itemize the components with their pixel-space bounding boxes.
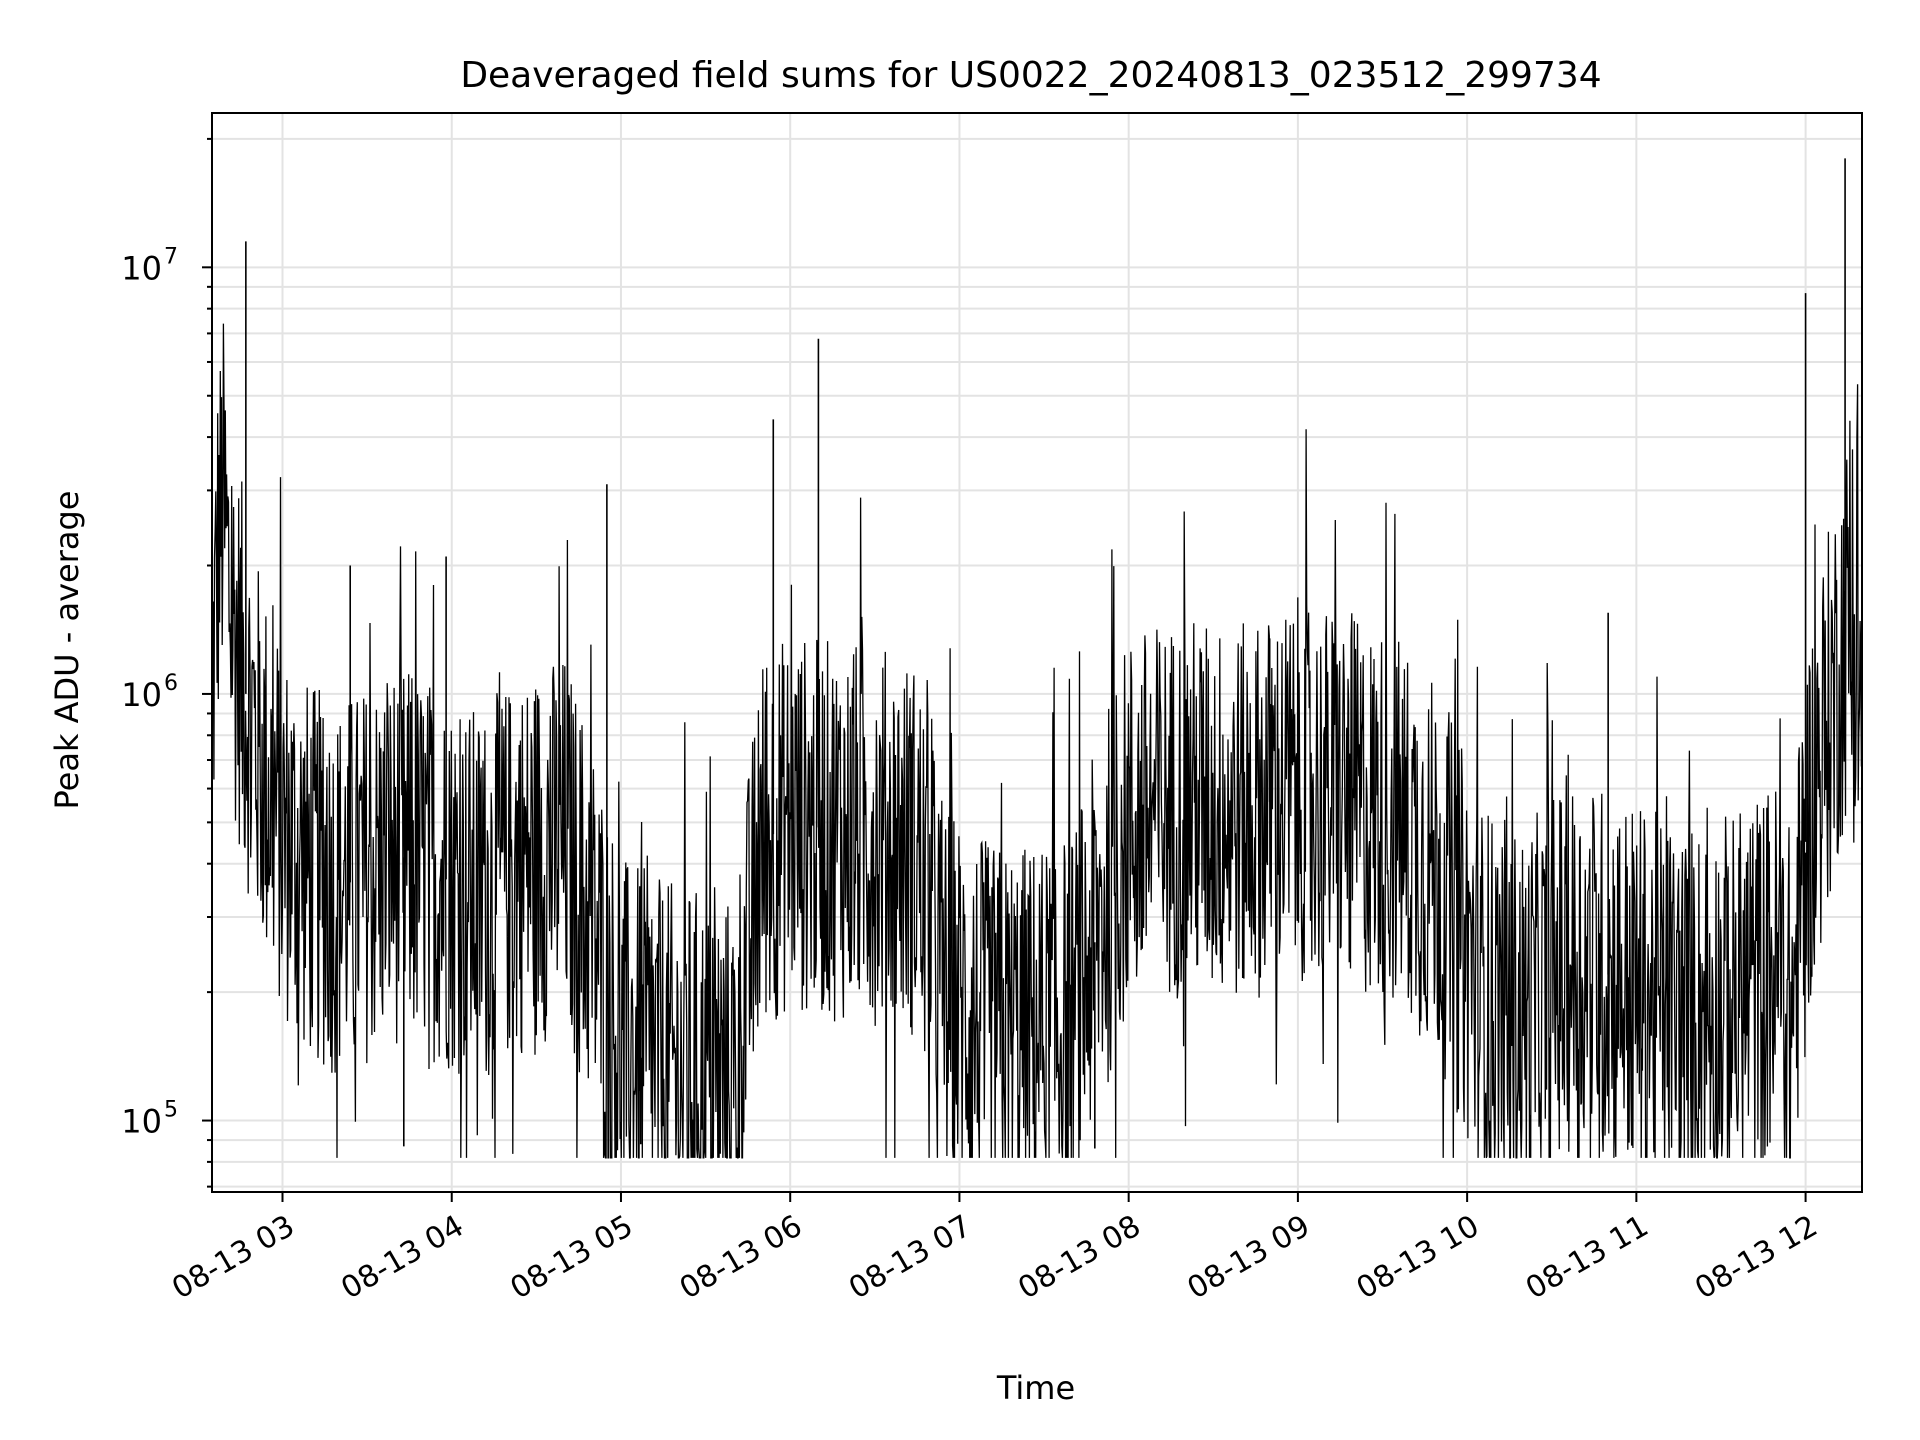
y-tick-label: 10 (121, 1103, 162, 1141)
y-tick-label: 10 (121, 676, 162, 714)
x-axis-label: Time (996, 1369, 1075, 1407)
chart-title: Deaveraged field sums for US0022_2024081… (460, 55, 1601, 96)
y-tick-label: 10 (121, 249, 162, 287)
y-tick-exponent: 6 (164, 671, 178, 696)
plot-area (211, 158, 1863, 1159)
y-axis-label: Peak ADU - average (48, 491, 86, 810)
y-tick-exponent: 5 (164, 1098, 178, 1123)
series-line (211, 323, 1863, 1159)
y-tick-exponent: 7 (164, 244, 178, 269)
plot-frame (211, 112, 1863, 1193)
